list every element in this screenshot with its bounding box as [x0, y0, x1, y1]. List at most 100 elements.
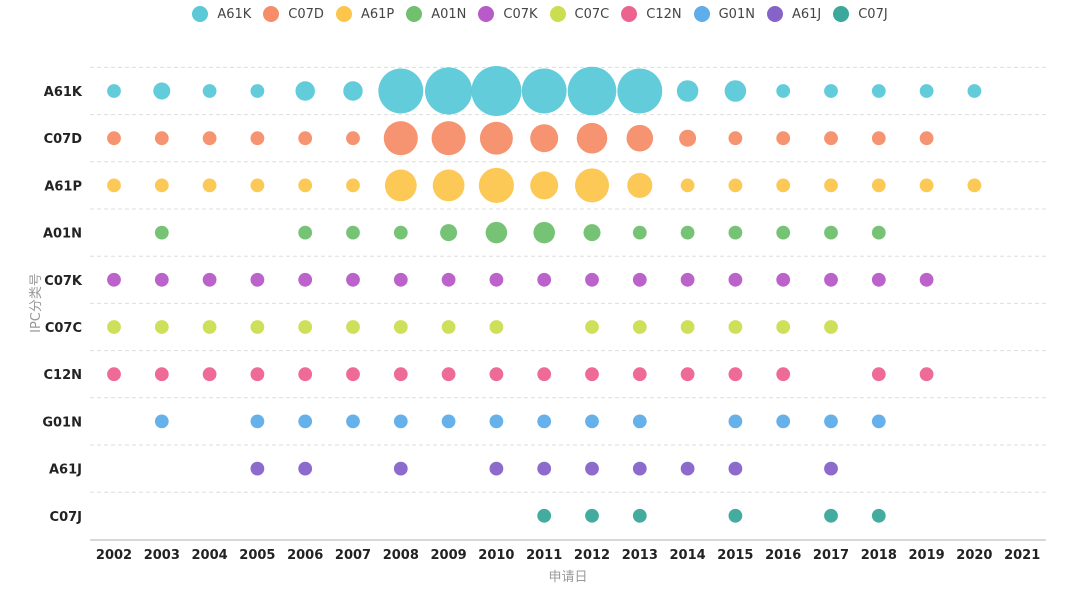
- bubble-point[interactable]: [824, 414, 838, 429]
- bubble-point[interactable]: [632, 272, 647, 287]
- bubble-point[interactable]: [154, 225, 169, 240]
- bubble-point[interactable]: [250, 414, 265, 429]
- bubble-point[interactable]: [585, 320, 599, 334]
- bubble-point[interactable]: [346, 131, 360, 146]
- bubble-point[interactable]: [298, 367, 313, 382]
- bubble-point[interactable]: [626, 124, 654, 152]
- bubble-point[interactable]: [346, 225, 360, 240]
- bubble-point[interactable]: [776, 131, 791, 146]
- bubble-point[interactable]: [680, 225, 695, 240]
- bubble-point[interactable]: [440, 224, 458, 242]
- bubble-point[interactable]: [728, 367, 743, 382]
- bubble-point[interactable]: [202, 320, 217, 334]
- bubble-point[interactable]: [298, 414, 313, 429]
- bubble-point[interactable]: [617, 68, 663, 114]
- bubble-point[interactable]: [107, 320, 121, 334]
- bubble-point[interactable]: [728, 178, 743, 193]
- bubble-point[interactable]: [107, 131, 121, 146]
- bubble-point[interactable]: [250, 178, 265, 193]
- legend-item[interactable]: C12N: [621, 6, 682, 22]
- legend-item[interactable]: C07C: [549, 6, 609, 22]
- bubble-point[interactable]: [393, 461, 408, 476]
- bubble-point[interactable]: [871, 131, 886, 146]
- bubble-point[interactable]: [154, 178, 169, 193]
- bubble-point[interactable]: [489, 414, 504, 429]
- bubble-point[interactable]: [585, 367, 599, 382]
- bubble-point[interactable]: [919, 84, 934, 98]
- bubble-point[interactable]: [202, 367, 217, 382]
- bubble-point[interactable]: [585, 414, 599, 429]
- bubble-point[interactable]: [680, 178, 695, 193]
- bubble-point[interactable]: [298, 272, 313, 287]
- legend-item[interactable]: A61K: [192, 6, 251, 22]
- bubble-point[interactable]: [393, 367, 408, 382]
- bubble-point[interactable]: [919, 131, 934, 146]
- bubble-point[interactable]: [776, 178, 791, 193]
- bubble-point[interactable]: [489, 367, 504, 382]
- bubble-point[interactable]: [824, 84, 838, 98]
- bubble-point[interactable]: [393, 272, 408, 287]
- legend-item[interactable]: C07J: [833, 6, 888, 22]
- bubble-point[interactable]: [583, 224, 601, 242]
- bubble-point[interactable]: [537, 272, 552, 287]
- bubble-point[interactable]: [871, 225, 886, 240]
- bubble-point[interactable]: [441, 320, 456, 334]
- bubble-point[interactable]: [585, 508, 599, 523]
- bubble-point[interactable]: [393, 225, 408, 240]
- bubble-point[interactable]: [676, 80, 699, 102]
- bubble-point[interactable]: [728, 225, 743, 240]
- bubble-point[interactable]: [632, 320, 647, 334]
- bubble-point[interactable]: [250, 131, 265, 146]
- bubble-point[interactable]: [679, 129, 697, 147]
- bubble-point[interactable]: [441, 414, 456, 429]
- bubble-point[interactable]: [478, 167, 514, 203]
- bubble-point[interactable]: [250, 272, 265, 287]
- bubble-point[interactable]: [479, 121, 513, 155]
- bubble-point[interactable]: [346, 178, 360, 193]
- bubble-point[interactable]: [632, 367, 647, 382]
- bubble-point[interactable]: [533, 221, 555, 244]
- bubble-point[interactable]: [383, 121, 418, 156]
- bubble-point[interactable]: [154, 320, 169, 334]
- bubble-point[interactable]: [393, 414, 408, 429]
- bubble-point[interactable]: [824, 320, 838, 334]
- legend-item[interactable]: C07K: [478, 6, 538, 22]
- bubble-point[interactable]: [154, 131, 169, 146]
- bubble-point[interactable]: [776, 367, 791, 382]
- legend-item[interactable]: G01N: [693, 6, 755, 22]
- bubble-point[interactable]: [728, 131, 743, 146]
- bubble-point[interactable]: [202, 272, 217, 287]
- bubble-point[interactable]: [202, 131, 217, 146]
- bubble-point[interactable]: [489, 272, 504, 287]
- bubble-point[interactable]: [154, 414, 169, 429]
- bubble-point[interactable]: [632, 508, 647, 523]
- bubble-point[interactable]: [967, 84, 982, 98]
- bubble-point[interactable]: [425, 67, 473, 115]
- legend-item[interactable]: A61J: [766, 6, 821, 22]
- bubble-point[interactable]: [250, 461, 265, 476]
- bubble-point[interactable]: [154, 272, 169, 287]
- bubble-point[interactable]: [728, 414, 743, 429]
- bubble-point[interactable]: [871, 367, 886, 382]
- bubble-point[interactable]: [298, 225, 313, 240]
- bubble-point[interactable]: [776, 84, 791, 98]
- bubble-point[interactable]: [384, 169, 417, 202]
- bubble-point[interactable]: [537, 414, 552, 429]
- bubble-point[interactable]: [107, 84, 121, 98]
- bubble-point[interactable]: [471, 66, 522, 116]
- bubble-point[interactable]: [576, 122, 608, 154]
- bubble-point[interactable]: [537, 508, 552, 523]
- bubble-point[interactable]: [724, 80, 747, 102]
- bubble-point[interactable]: [441, 367, 456, 382]
- bubble-point[interactable]: [567, 66, 617, 116]
- bubble-point[interactable]: [728, 272, 743, 287]
- bubble-point[interactable]: [153, 82, 171, 100]
- bubble-point[interactable]: [485, 221, 508, 244]
- bubble-point[interactable]: [202, 84, 217, 98]
- bubble-point[interactable]: [680, 272, 695, 287]
- bubble-point[interactable]: [728, 461, 743, 476]
- bubble-point[interactable]: [574, 168, 610, 203]
- bubble-point[interactable]: [378, 68, 424, 114]
- bubble-point[interactable]: [431, 121, 466, 156]
- bubble-point[interactable]: [202, 178, 217, 193]
